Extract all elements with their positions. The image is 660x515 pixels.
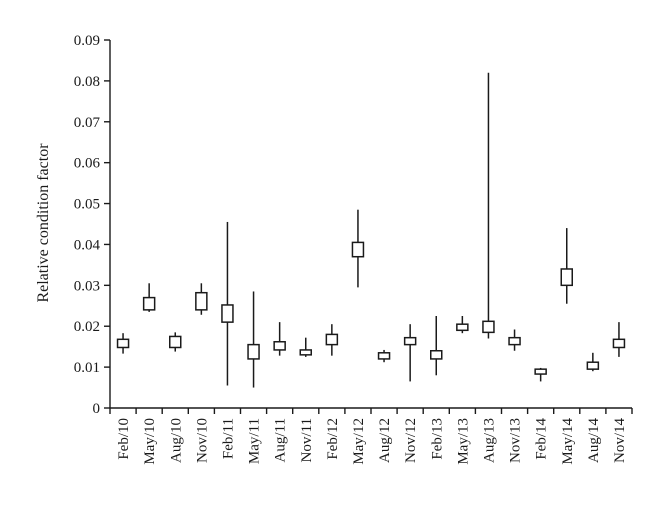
y-tick-label: 0.05 — [74, 197, 100, 213]
x-tick-label: May/13 — [455, 418, 471, 465]
box — [325, 333, 339, 346]
x-tick-label: May/14 — [560, 418, 576, 465]
x-tick-label: Feb/14 — [534, 418, 550, 460]
box — [508, 336, 521, 346]
x-tick-label: Aug/14 — [586, 418, 602, 464]
box — [351, 241, 365, 258]
box — [403, 336, 417, 346]
box — [169, 335, 182, 349]
x-tick-label: Nov/11 — [299, 418, 315, 462]
x-tick-label: Aug/13 — [481, 418, 497, 463]
y-tick-label: 0.02 — [74, 319, 100, 335]
box — [221, 304, 234, 323]
box — [612, 338, 626, 349]
y-tick-label: 0.04 — [74, 237, 101, 253]
box — [142, 296, 156, 311]
x-tick-label: Aug/12 — [377, 418, 393, 463]
box — [247, 343, 260, 360]
box — [534, 368, 547, 375]
x-tick-label: Aug/11 — [273, 418, 289, 462]
box — [430, 350, 443, 360]
x-tick-label: Nov/13 — [508, 418, 524, 463]
y-tick-label: 0.08 — [74, 74, 100, 90]
x-tick-label: May/11 — [247, 418, 263, 464]
x-tick-label: Feb/13 — [429, 418, 445, 460]
y-tick-label: 0 — [93, 401, 101, 417]
y-tick-label: 0.03 — [74, 278, 100, 294]
y-tick-label: 0.09 — [74, 33, 100, 49]
x-tick-label: Aug/10 — [168, 418, 184, 463]
y-tick-label: 0.07 — [74, 115, 101, 131]
x-tick-label: Nov/14 — [612, 418, 628, 464]
box — [482, 320, 495, 334]
y-tick-label: 0.01 — [74, 360, 100, 376]
box — [586, 361, 600, 370]
box — [560, 268, 573, 287]
box — [456, 323, 469, 332]
x-tick-label: May/10 — [142, 418, 158, 465]
x-tick-label: Feb/10 — [116, 418, 132, 460]
box — [195, 291, 208, 311]
plot-area: 0 0.01 0.02 0.03 0.04 0.05 0.06 0.07 0.08 0.09 Feb… — [74, 33, 633, 465]
box — [273, 341, 286, 351]
x-tick-label: Nov/12 — [403, 418, 419, 463]
y-axis-title: Relative condition factor — [35, 143, 52, 303]
x-tick-label: May/12 — [351, 418, 367, 465]
box — [116, 338, 130, 349]
x-tick-label: Feb/12 — [325, 418, 341, 460]
box — [299, 349, 312, 356]
x-tick-label: Nov/10 — [194, 418, 210, 463]
x-tick-label: Feb/11 — [220, 418, 236, 459]
y-tick-label: 0.06 — [74, 156, 101, 172]
box — [377, 352, 391, 360]
